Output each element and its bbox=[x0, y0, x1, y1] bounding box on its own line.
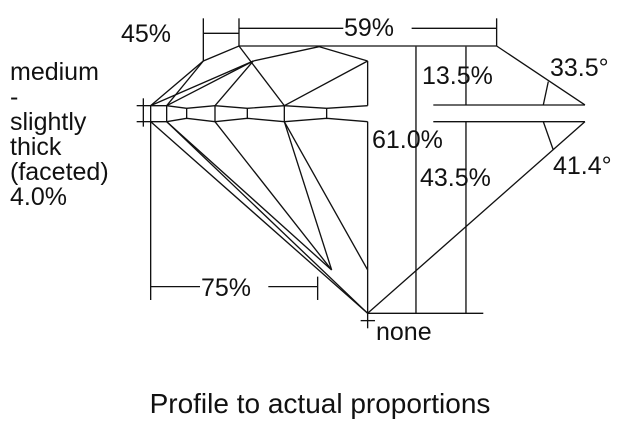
crown-angle-label: 33.5° bbox=[550, 54, 609, 82]
girdle-bottom bbox=[150, 117, 368, 123]
pavilion-depth-label: 43.5% bbox=[420, 164, 491, 192]
girdle-line: medium bbox=[10, 58, 99, 86]
girdle-line: - bbox=[10, 83, 19, 111]
girdle-line: slightly bbox=[10, 108, 87, 136]
girdle-line: thick bbox=[10, 133, 62, 161]
girdle-line: (faceted) bbox=[10, 158, 109, 186]
crown-angle-pct-label: 45% bbox=[121, 20, 172, 48]
crown-height-label: 13.5% bbox=[422, 62, 493, 90]
total-depth-label: 61.0% bbox=[372, 126, 443, 154]
girdle-label: medium - slightly thick (faceted) 4.0% bbox=[10, 60, 109, 210]
lower-half-label: 75% bbox=[201, 274, 252, 302]
table-label: 59% bbox=[344, 14, 395, 42]
caption: Profile to actual proportions bbox=[149, 388, 491, 419]
girdle-line: 4.0% bbox=[10, 183, 67, 211]
pavilion-angle-label: 41.4° bbox=[553, 152, 612, 180]
girdle-top bbox=[150, 104, 368, 109]
culet-label: none bbox=[376, 318, 432, 346]
